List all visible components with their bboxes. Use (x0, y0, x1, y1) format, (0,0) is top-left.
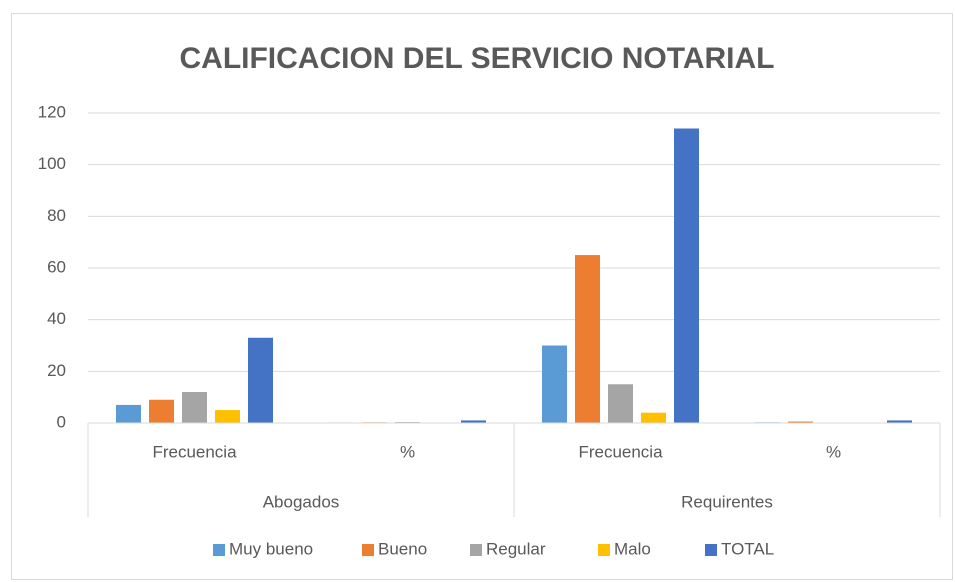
y-tick-label: 20 (47, 361, 66, 380)
chart-title: CALIFICACION DEL SERVICIO NOTARIAL (179, 42, 774, 75)
y-tick-label: 80 (47, 206, 66, 225)
chart-border (11, 13, 953, 580)
legend-swatch (213, 544, 225, 556)
x-tick-label: Frecuencia (152, 442, 237, 461)
bar (149, 399, 174, 423)
bar (248, 337, 273, 423)
bar (461, 420, 486, 423)
legend-swatch (705, 544, 717, 556)
bar (641, 412, 666, 423)
y-tick-label: 0 (57, 412, 66, 431)
legend-label: Malo (614, 539, 651, 558)
bar (887, 420, 912, 423)
bar (542, 345, 567, 423)
y-tick-label: 60 (47, 257, 66, 276)
y-tick-label: 120 (38, 102, 66, 121)
group-label: Requirentes (681, 492, 773, 511)
bar (182, 392, 207, 423)
x-tick-label: % (400, 442, 415, 461)
group-label: Abogados (263, 492, 340, 511)
y-tick-label: 40 (47, 309, 66, 328)
legend-swatch (598, 544, 610, 556)
bar (788, 421, 813, 423)
legend-label: Bueno (378, 539, 427, 558)
x-tick-label: Frecuencia (578, 442, 663, 461)
bar (608, 384, 633, 423)
x-tick-label: % (826, 442, 841, 461)
legend-swatch (470, 544, 482, 556)
legend-label: Regular (486, 539, 546, 558)
bar (674, 128, 699, 423)
bar (215, 410, 240, 423)
legend-label: TOTAL (721, 539, 774, 558)
legend-swatch (362, 544, 374, 556)
y-tick-label: 100 (38, 154, 66, 173)
bar (116, 404, 141, 423)
bar (575, 255, 600, 423)
legend-label: Muy bueno (229, 539, 313, 558)
